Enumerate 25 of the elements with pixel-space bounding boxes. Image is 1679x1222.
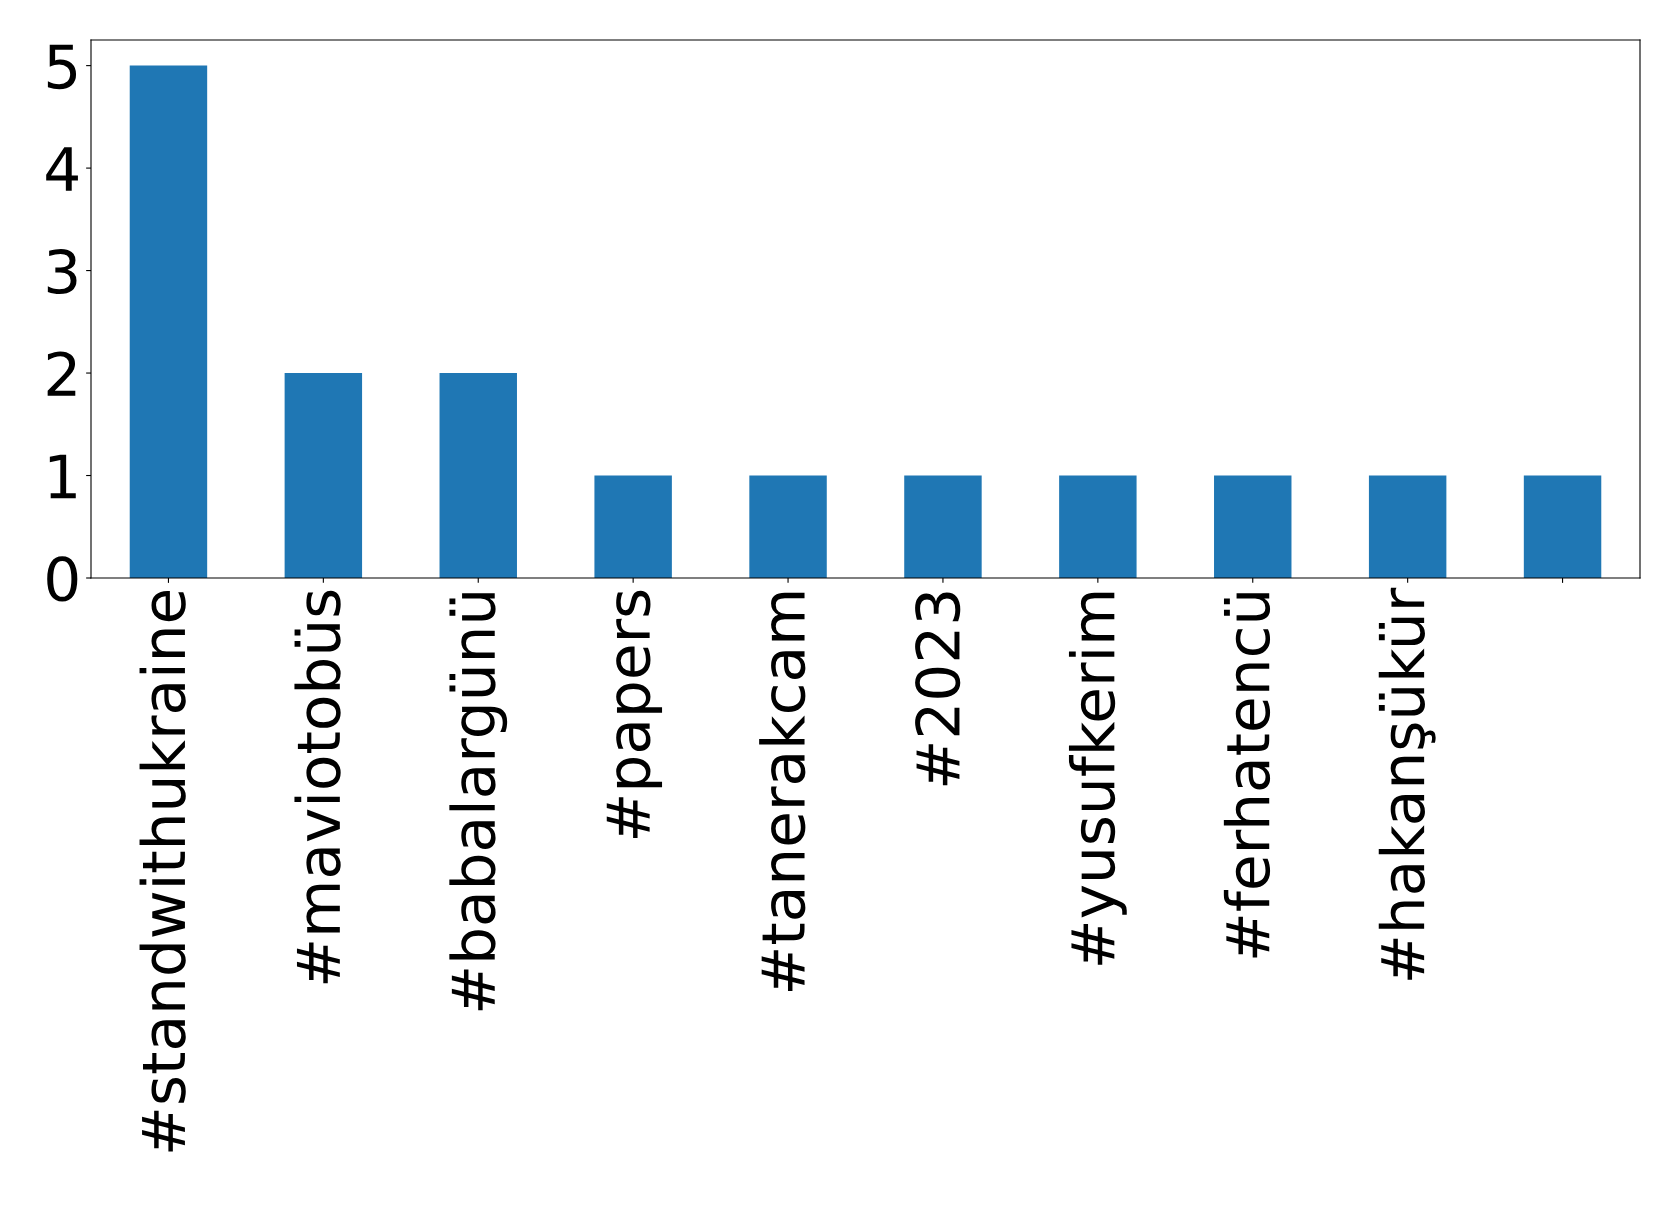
bar xyxy=(594,475,672,578)
bar xyxy=(1059,475,1137,578)
x-tick-label: #babalargünü xyxy=(449,593,508,1011)
bar xyxy=(904,475,982,578)
y-tick-label: 5 xyxy=(47,44,77,90)
x-tick-label: #yusufkerim xyxy=(1068,592,1127,965)
y-tick-label: 1 xyxy=(49,454,76,499)
x-tick-label: #ferhatencü xyxy=(1223,593,1271,958)
bar xyxy=(439,373,517,578)
x-tick-label: #hakanşükür xyxy=(1378,587,1436,980)
bar xyxy=(1214,475,1292,578)
bar xyxy=(129,65,208,578)
y-tick-label: 0 xyxy=(47,556,78,602)
x-tick-label: #standwithukraine xyxy=(139,590,186,1152)
y-tick-label: 2 xyxy=(47,351,76,396)
bar xyxy=(749,475,827,578)
x-tick-label: #2023 xyxy=(915,592,961,786)
y-tick-label: 3 xyxy=(47,248,77,295)
x-tick-label: #maviotobüs xyxy=(294,590,341,984)
bar xyxy=(1368,475,1447,578)
y-tick-label: 4 xyxy=(46,147,78,191)
x-tick-label: #tanerakcam xyxy=(759,592,806,992)
bar xyxy=(284,373,363,578)
x-tick-label: #papers xyxy=(606,590,663,838)
bar xyxy=(1523,475,1602,578)
